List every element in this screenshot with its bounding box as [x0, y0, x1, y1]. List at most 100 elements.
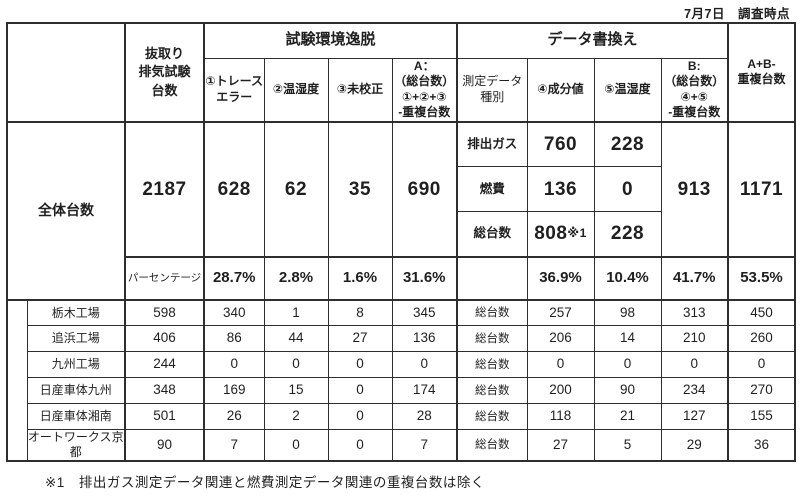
inspection-summary-table: 抜取り 排気試験 台数 試験環境逸脱 データ書換え A+B- 重複台数 ①トレー…: [6, 22, 796, 463]
factory-uncalibrated: 0: [327, 403, 393, 431]
total-units-component-number: 808: [534, 223, 568, 245]
data-type-total-units-label: 総台数: [456, 211, 528, 258]
factory-a-total: 7: [391, 429, 458, 462]
factory-data-type: 総台数: [456, 351, 528, 379]
col-header-temp-humidity-2: ⑤温湿度: [593, 57, 662, 123]
factory-temp-humidity-2: 0: [593, 351, 662, 379]
percentage-row: パーセンテージ 28.7% 2.8% 1.6% 31.6% 36.9% 10.4…: [7, 256, 796, 301]
footnote-marker: ※1: [567, 226, 587, 241]
factory-component: 0: [526, 351, 595, 379]
factory-row-nissan-shatai-kyushu: 日産車体九州 348 169 15 0 174 総台数 200 90 234 2…: [7, 377, 796, 405]
exhaust-gas-component-value: 760: [526, 121, 595, 168]
factory-component: 27: [526, 429, 595, 462]
factory-sampling: 348: [124, 377, 205, 405]
factory-b-total: 210: [660, 325, 729, 353]
factory-name: 日産車体湘南: [26, 403, 126, 431]
overall-subrow-exhaust-gas: 全体台数 2187 628 62 35 690 排出ガス 760 228 913…: [6, 121, 796, 301]
factory-uncalibrated: 27: [327, 325, 393, 353]
col-header-temp-humidity: ②温湿度: [263, 57, 329, 123]
factory-trace: 340: [203, 299, 265, 327]
fuel-economy-temp-humidity-value: 0: [593, 166, 662, 213]
overall-subrow-total-units: 総台数 808※1 228: [7, 211, 795, 258]
factory-a-plus-b: 155: [727, 403, 796, 431]
factory-data-type: 総台数: [456, 377, 528, 405]
factory-data-type: 総台数: [456, 325, 528, 353]
factory-component: 206: [526, 325, 595, 353]
factory-uncalibrated: 0: [327, 429, 393, 462]
percentage-temp-humidity-2: 10.4%: [593, 256, 662, 301]
factory-a-plus-b: 36: [727, 429, 796, 462]
overall-a-total-value: 690: [391, 121, 458, 258]
factory-a-plus-b: 450: [727, 299, 796, 327]
col-header-component-value: ④成分値: [526, 57, 595, 123]
factory-b-total: 127: [660, 403, 729, 431]
factory-temp-humidity-2: 14: [593, 325, 662, 353]
col-header-trace-error: ①トレース エラー: [203, 57, 265, 123]
factory-b-total: 0: [660, 351, 729, 379]
factory-temp-humidity: 1: [263, 299, 329, 327]
factory-a-plus-b: 260: [727, 325, 796, 353]
survey-date-label: 7月7日 調査時点: [684, 7, 790, 21]
overall-total-label: 全体台数: [6, 121, 126, 301]
overall-sampling-value: 2187: [124, 121, 205, 258]
factory-trace: 0: [203, 351, 265, 379]
col-header-b-total: B: （総台数） ④+⑤ -重複台数: [660, 57, 729, 123]
overall-trace-value: 628: [203, 121, 265, 258]
data-type-exhaust-gas-label: 排出ガス: [456, 121, 528, 168]
total-units-component-value: 808※1: [526, 211, 595, 258]
factory-a-total: 136: [391, 325, 458, 353]
factory-data-type: 総台数: [456, 403, 528, 431]
factory-sampling: 90: [124, 429, 205, 462]
factory-temp-humidity-2: 5: [593, 429, 662, 462]
percentage-component: 36.9%: [526, 256, 595, 301]
factory-sampling: 244: [124, 351, 205, 379]
overall-uncalibrated-value: 35: [327, 121, 393, 258]
factory-temp-humidity-2: 90: [593, 377, 662, 405]
factory-row-oppama: 追浜工場 406 86 44 27 136 総台数 206 14 210 260: [7, 325, 796, 353]
factory-a-plus-b: 270: [727, 377, 796, 405]
left-spacer-cell: [6, 299, 28, 462]
factory-a-total: 0: [391, 351, 458, 379]
percentage-uncalibrated: 1.6%: [327, 256, 393, 301]
factory-b-total: 234: [660, 377, 729, 405]
factory-trace: 7: [203, 429, 265, 462]
col-header-measurement-data-type: 測定データ 種別: [456, 57, 528, 123]
factory-name: オートワークス京都: [26, 429, 126, 462]
header-row-groups: 抜取り 排気試験 台数 試験環境逸脱 データ書換え A+B- 重複台数: [6, 22, 796, 123]
percentage-a-total: 31.6%: [391, 256, 458, 301]
factory-temp-humidity: 44: [263, 325, 329, 353]
factory-trace: 86: [203, 325, 265, 353]
factory-a-total: 28: [391, 403, 458, 431]
factory-sampling: 406: [124, 325, 205, 353]
factory-temp-humidity: 15: [263, 377, 329, 405]
col-header-a-total: A： （総台数） ①+②+③ -重複台数: [391, 57, 458, 123]
factory-data-type: 総台数: [456, 299, 528, 327]
factory-row-autoworks-kyoto: オートワークス京都 90 7 0 0 7 総台数 27 5 29 36: [7, 429, 796, 462]
percentage-b-total: 41.7%: [660, 256, 729, 301]
factory-a-total: 345: [391, 299, 458, 327]
factory-uncalibrated: 0: [327, 377, 393, 405]
factory-row-nissan-shatai-shonan: 日産車体湘南 501 26 2 0 28 総台数 118 21 127 155: [7, 403, 796, 431]
factory-trace: 169: [203, 377, 265, 405]
percentage-data-type-empty-cell: [456, 256, 528, 301]
factory-temp-humidity: 0: [263, 429, 329, 462]
fuel-economy-component-value: 136: [526, 166, 595, 213]
factory-b-total: 29: [660, 429, 729, 462]
factory-component: 118: [526, 403, 595, 431]
group-header-test-environment-deviation: 試験環境逸脱: [203, 22, 458, 59]
factory-row-tochigi: 栃木工場 598 340 1 8 345 総台数 257 98 313 450: [6, 299, 796, 462]
factory-uncalibrated: 8: [327, 299, 393, 327]
col-header-uncalibrated: ③未校正: [327, 57, 393, 123]
factory-sampling: 598: [124, 299, 205, 327]
percentage-label: パーセンテージ: [124, 256, 205, 301]
corner-cell: [6, 22, 126, 123]
col-header-a-plus-b-total: A+B- 重複台数: [727, 22, 796, 123]
overall-temp-humidity-value: 62: [263, 121, 329, 258]
total-units-temp-humidity-value: 228: [593, 211, 662, 258]
factory-temp-humidity-2: 21: [593, 403, 662, 431]
factory-component: 200: [526, 377, 595, 405]
factory-b-total: 313: [660, 299, 729, 327]
percentage-temp-humidity: 2.8%: [263, 256, 329, 301]
factory-trace: 26: [203, 403, 265, 431]
factory-name: 追浜工場: [26, 325, 126, 353]
